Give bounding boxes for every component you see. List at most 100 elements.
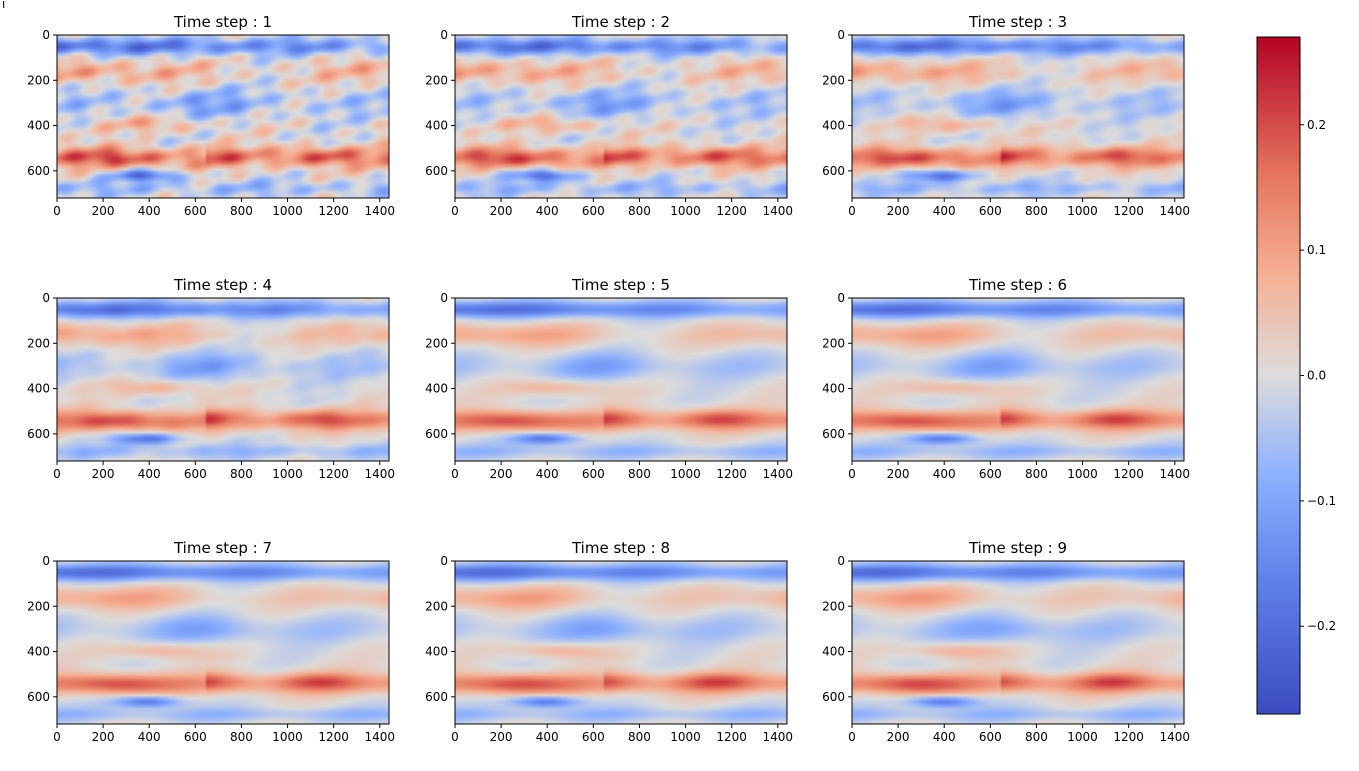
y-tick-label: 0	[42, 291, 50, 305]
x-tick-label: 1000	[272, 204, 303, 218]
heatmap-image	[455, 298, 787, 461]
y-tick-label: 600	[425, 427, 448, 441]
y-tick-label: 0	[837, 28, 845, 42]
x-tick-label: 800	[628, 730, 651, 744]
x-tick-label: 600	[184, 467, 207, 481]
x-tick-label: 1000	[272, 467, 303, 481]
x-tick-label: 200	[490, 204, 513, 218]
y-tick-label: 200	[27, 336, 50, 350]
x-tick-label: 800	[230, 467, 253, 481]
panel-title: Time step : 4	[173, 276, 272, 294]
y-tick-label: 600	[822, 427, 845, 441]
x-tick-label: 1200	[1113, 730, 1144, 744]
x-tick-label: 600	[582, 204, 605, 218]
x-tick-label: 600	[979, 204, 1002, 218]
x-tick-label: 0	[451, 204, 459, 218]
x-tick-label: 600	[979, 467, 1002, 481]
heatmap-image	[57, 561, 389, 724]
y-tick-label: 400	[425, 119, 448, 133]
colorbar-tick-label: 0.0	[1307, 369, 1326, 383]
x-tick-label: 200	[490, 467, 513, 481]
x-tick-label: 800	[1025, 467, 1048, 481]
x-tick-label: 1000	[670, 730, 701, 744]
y-tick-label: 0	[42, 28, 50, 42]
x-tick-label: 200	[887, 730, 910, 744]
panel-title: Time step : 6	[968, 276, 1067, 294]
heatmap-image	[852, 561, 1184, 724]
x-tick-label: 1400	[763, 204, 794, 218]
panel-title: Time step : 1	[173, 13, 272, 31]
x-tick-label: 1200	[1113, 467, 1144, 481]
y-tick-label: 400	[425, 645, 448, 659]
x-tick-label: 400	[933, 204, 956, 218]
y-tick-label: 200	[27, 599, 50, 613]
plot-frame	[56, 34, 390, 199]
x-tick-label: 0	[848, 730, 856, 744]
x-tick-label: 1200	[716, 467, 747, 481]
y-tick-label: 400	[27, 119, 50, 133]
heatmap-panel: Time step : 4 0 200 400 600 800 1000 1200 1400 0 2…	[27, 276, 395, 481]
heatmap-image	[455, 561, 787, 724]
y-tick-label: 200	[425, 73, 448, 87]
panel-title: Time step : 8	[571, 539, 670, 557]
y-tick-label: 600	[822, 164, 845, 178]
y-tick-label: 0	[837, 291, 845, 305]
plot-frame	[851, 297, 1185, 462]
x-tick-label: 600	[979, 730, 1002, 744]
y-tick-label: 400	[822, 119, 845, 133]
heatmap-image	[57, 298, 389, 461]
heatmap-panel: Time step : 1 0 200 400 600 800 1000 1200 1400 0 2…	[27, 13, 395, 218]
y-tick-label: 600	[27, 427, 50, 441]
plot-frame	[454, 560, 788, 725]
colorbar-tick-label: 0.2	[1307, 118, 1326, 132]
x-tick-label: 0	[451, 467, 459, 481]
x-tick-label: 0	[848, 204, 856, 218]
plot-frame	[56, 560, 390, 725]
x-tick-label: 400	[536, 467, 559, 481]
x-tick-label: 600	[582, 467, 605, 481]
y-tick-label: 400	[822, 645, 845, 659]
heatmap-panel: Time step : 7 0 200 400 600 800 1000 1200 1400 0 2…	[27, 539, 395, 744]
x-tick-label: 0	[53, 730, 61, 744]
x-tick-label: 1200	[716, 204, 747, 218]
x-tick-label: 1400	[1160, 204, 1191, 218]
colorbar: 0.2 0.1 0.0 −0.1 −0.2	[1256, 36, 1336, 715]
corner-mark: ĭ	[1, 0, 6, 11]
y-tick-label: 600	[27, 690, 50, 704]
x-tick-label: 600	[582, 730, 605, 744]
x-tick-label: 0	[53, 204, 61, 218]
colorbar-tick-label: 0.1	[1307, 243, 1326, 257]
x-tick-label: 1200	[716, 730, 747, 744]
heatmap-panels: Time step : 1 0 200 400 600 800 1000 1200 1400 0 2…	[27, 13, 1190, 744]
y-tick-label: 600	[425, 164, 448, 178]
panel-title: Time step : 5	[571, 276, 670, 294]
heatmap-image	[57, 35, 389, 198]
y-tick-label: 400	[27, 645, 50, 659]
x-tick-label: 400	[536, 204, 559, 218]
x-tick-label: 1400	[1160, 730, 1191, 744]
heatmap-panel: Time step : 9 0 200 400 600 800 1000 1200 1400 0 2…	[822, 539, 1190, 744]
x-tick-label: 200	[887, 467, 910, 481]
y-tick-label: 600	[425, 690, 448, 704]
x-tick-label: 1400	[763, 730, 794, 744]
x-tick-label: 1000	[1067, 204, 1098, 218]
x-tick-label: 400	[933, 467, 956, 481]
x-tick-label: 1000	[670, 467, 701, 481]
x-tick-label: 800	[230, 730, 253, 744]
x-tick-label: 400	[138, 204, 161, 218]
x-tick-label: 400	[536, 730, 559, 744]
y-tick-label: 200	[425, 336, 448, 350]
y-tick-label: 0	[440, 28, 448, 42]
plot-frame	[851, 34, 1185, 199]
heatmap-panel: Time step : 3 0 200 400 600 800 1000 1200 1400 0 2…	[822, 13, 1190, 218]
heatmap-panel: Time step : 2 0 200 400 600 800 1000 1200 1400 0 2…	[425, 13, 793, 218]
y-tick-label: 400	[822, 382, 845, 396]
y-tick-label: 0	[440, 291, 448, 305]
x-tick-label: 200	[887, 204, 910, 218]
x-tick-label: 800	[1025, 730, 1048, 744]
x-tick-label: 1000	[670, 204, 701, 218]
colorbar-tick-label: −0.1	[1307, 494, 1336, 508]
x-tick-label: 1000	[1067, 467, 1098, 481]
x-tick-label: 800	[230, 204, 253, 218]
